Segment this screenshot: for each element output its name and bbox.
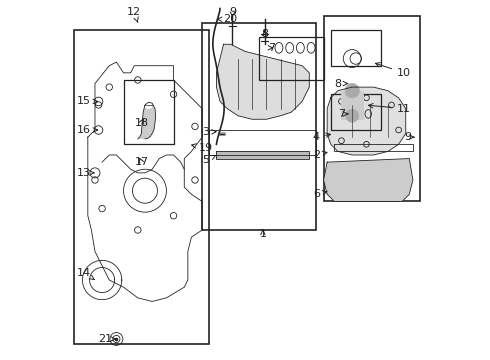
- Text: 13: 13: [77, 168, 94, 178]
- Text: 9: 9: [229, 7, 236, 17]
- Text: 5: 5: [202, 156, 216, 165]
- Polygon shape: [323, 158, 413, 202]
- Text: 10: 10: [375, 63, 411, 78]
- Text: 19: 19: [192, 143, 213, 153]
- Polygon shape: [217, 44, 309, 119]
- Text: 4: 4: [313, 132, 331, 142]
- Bar: [259, 37, 323, 80]
- Text: 2: 2: [313, 150, 327, 160]
- Bar: [202, 23, 317, 230]
- Polygon shape: [327, 87, 406, 155]
- Bar: [342, 91, 363, 119]
- Text: 11: 11: [368, 104, 411, 113]
- Bar: [74, 30, 209, 344]
- Text: 20: 20: [218, 14, 238, 24]
- Polygon shape: [217, 152, 309, 158]
- Bar: [123, 80, 173, 144]
- Text: 6: 6: [313, 189, 327, 199]
- Text: 12: 12: [127, 7, 141, 23]
- Bar: [331, 94, 381, 130]
- Bar: [218, 132, 224, 135]
- Bar: [331, 30, 381, 66]
- Text: 9: 9: [404, 132, 414, 142]
- Text: 18: 18: [134, 118, 148, 128]
- Text: 8: 8: [261, 28, 268, 39]
- Circle shape: [345, 84, 359, 98]
- Text: 16: 16: [77, 125, 98, 135]
- Text: 3: 3: [202, 127, 216, 137]
- Text: 1: 1: [259, 229, 267, 239]
- Text: 7: 7: [338, 109, 348, 119]
- Text: 14: 14: [77, 268, 94, 280]
- Text: 8: 8: [334, 78, 347, 89]
- Circle shape: [145, 102, 152, 109]
- Circle shape: [346, 109, 359, 122]
- Text: 17: 17: [134, 157, 148, 167]
- Text: 21: 21: [98, 334, 116, 344]
- Polygon shape: [138, 102, 156, 139]
- Text: 7: 7: [268, 43, 275, 53]
- Text: 15: 15: [77, 96, 98, 107]
- Bar: [323, 16, 420, 202]
